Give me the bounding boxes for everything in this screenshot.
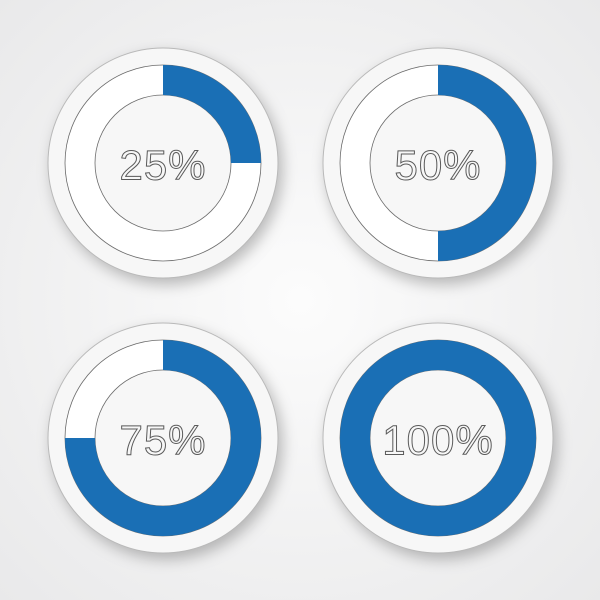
progress-dial-25: 25% [43, 43, 283, 283]
progress-dial-100: 100% [318, 318, 558, 558]
progress-dial-50: 50% [318, 43, 558, 283]
pct-label: 50% [394, 141, 481, 188]
pct-label: 100% [382, 416, 493, 463]
pct-label: 75% [119, 416, 206, 463]
pct-label: 25% [119, 141, 206, 188]
progress-dial-75: 75% [43, 318, 283, 558]
dial-grid: 25% 50% 75% 100% [0, 0, 600, 600]
